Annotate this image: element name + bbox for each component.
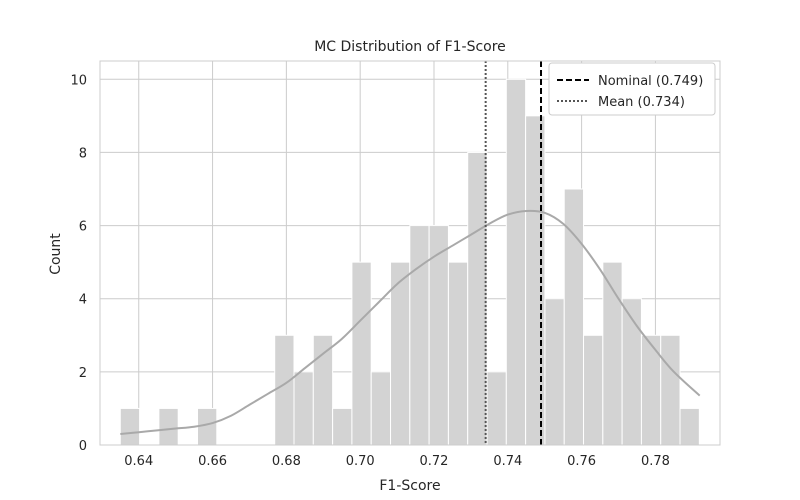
y-tick-label: 2 xyxy=(79,366,87,381)
x-tick-label: 0.78 xyxy=(641,454,670,469)
histogram-bar xyxy=(409,225,430,446)
kde-curve-layer xyxy=(120,209,701,436)
histogram-bar xyxy=(467,151,488,446)
y-tick-label: 4 xyxy=(79,293,87,308)
x-tick-label: 0.68 xyxy=(272,454,301,469)
histogram-bar xyxy=(525,115,546,446)
y-tick-label: 6 xyxy=(79,220,87,235)
kde-curve xyxy=(120,209,701,436)
histogram-bar xyxy=(274,334,295,446)
x-tick-label: 0.64 xyxy=(124,454,153,469)
histogram-bars xyxy=(119,78,700,446)
histogram-bar xyxy=(486,371,507,446)
histogram-bar xyxy=(158,407,179,446)
histogram-bar xyxy=(312,334,334,446)
x-tick-label: 0.66 xyxy=(198,454,227,469)
histogram-bar xyxy=(621,298,642,446)
x-tick-label: 0.70 xyxy=(346,454,375,469)
legend-nominal-label: Nominal (0.749) xyxy=(598,74,703,89)
y-tick-label: 10 xyxy=(70,73,87,88)
legend-box xyxy=(548,62,716,116)
x-tick-label: 0.72 xyxy=(420,454,449,469)
histogram-bar xyxy=(679,407,700,446)
plot-frame xyxy=(99,60,721,446)
y-axis-label: Count xyxy=(48,233,64,275)
histogram-bar xyxy=(544,298,565,446)
legend: Nominal (0.749) Mean (0.734) xyxy=(548,62,716,116)
chart-title: MC Distribution of F1-Score xyxy=(314,39,506,55)
y-tick-label: 0 xyxy=(79,439,87,454)
histogram-bar xyxy=(370,371,392,446)
histogram-bar xyxy=(390,261,411,446)
x-axis-label: F1-Score xyxy=(379,478,440,494)
x-tick-labels: 0.64 0.66 0.68 0.70 0.72 0.74 0.76 0.78 xyxy=(124,454,670,469)
histogram-bar xyxy=(660,334,681,446)
histogram-bar xyxy=(119,407,141,446)
x-tick-label: 0.74 xyxy=(493,454,522,469)
y-tick-labels: 0 2 4 6 8 10 xyxy=(70,73,87,454)
histogram-bar xyxy=(332,407,353,446)
x-tick-label: 0.76 xyxy=(567,454,596,469)
histogram-bar xyxy=(293,371,314,446)
y-tick-label: 8 xyxy=(79,146,87,161)
histogram-bar xyxy=(583,334,604,446)
histogram-bar xyxy=(505,78,527,446)
legend-mean-label: Mean (0.734) xyxy=(598,95,685,110)
histogram-bar xyxy=(447,261,469,446)
histogram-bar xyxy=(351,261,372,446)
reference-lines xyxy=(484,61,543,445)
